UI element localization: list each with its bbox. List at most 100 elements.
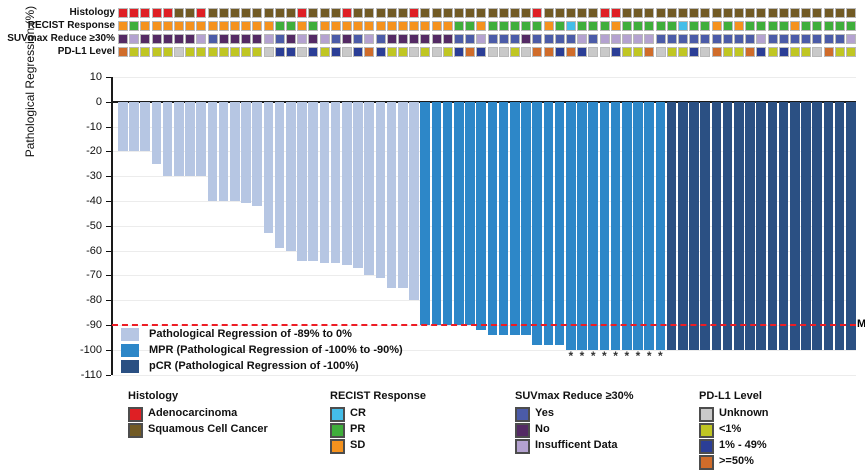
regression-bar <box>823 101 834 350</box>
annotation-cell <box>521 21 532 31</box>
annotation-cell <box>185 21 196 31</box>
regression-bar <box>633 101 643 350</box>
annotation-cell <box>790 21 800 31</box>
annotation-cell <box>118 21 128 31</box>
y-tick-label: -100 <box>79 343 102 356</box>
y-tick-label: -50 <box>86 219 102 232</box>
annotation-cell <box>778 34 789 44</box>
annotation-cell <box>666 8 677 18</box>
regression-bar <box>689 101 699 350</box>
annotation-cell <box>286 21 296 31</box>
regression-bar <box>162 101 173 177</box>
annotation-cell <box>745 21 756 31</box>
annotation-cell <box>734 47 744 57</box>
annotation-track-label: RECIST Response <box>27 20 115 31</box>
annotation-cell <box>521 34 532 44</box>
annotation-cell <box>633 8 644 18</box>
legend-item: >=50% <box>699 454 762 470</box>
annotation-cell <box>151 21 162 31</box>
annotation-cell <box>409 47 420 57</box>
annotation-cell <box>543 21 554 31</box>
mpr-line-label: MPR <box>857 318 865 330</box>
annotation-cell <box>353 47 364 57</box>
annotation-cell <box>330 8 341 18</box>
annotation-cell <box>431 47 442 57</box>
annotation-cell <box>409 8 420 18</box>
legend-group: Histology Adenocarcinoma Squamous Cell Can… <box>128 390 268 438</box>
annotation-cell <box>442 21 453 31</box>
annotation-cell <box>308 47 319 57</box>
annotation-cell <box>330 47 341 57</box>
regression-bar <box>577 101 587 350</box>
annotation-cell <box>174 34 184 44</box>
annotation-cell <box>151 34 162 44</box>
regression-bar <box>207 101 218 201</box>
regression-bar <box>510 101 520 335</box>
legend-group-title: RECIST Response <box>330 390 426 402</box>
annotation-cell <box>588 34 599 44</box>
annotation-cell <box>566 47 576 57</box>
annotation-cell <box>767 34 778 44</box>
legend-label: No <box>535 423 550 435</box>
annotation-cell <box>454 8 464 18</box>
annotation-cell <box>252 21 263 31</box>
annotation-cell <box>790 47 800 57</box>
y-tick-label: -20 <box>86 145 102 158</box>
legend-label: Unknown <box>719 407 769 419</box>
y-tick-mark <box>106 126 111 128</box>
annotation-cell <box>790 8 800 18</box>
legend-label: >=50% <box>719 455 754 467</box>
y-axis-spine <box>111 77 113 375</box>
annotation-cell <box>241 8 252 18</box>
regression-bar <box>353 101 363 268</box>
y-tick-mark <box>106 77 111 78</box>
regression-bar <box>409 101 419 301</box>
annotation-cell <box>398 8 408 18</box>
y-tick-mark <box>106 225 111 227</box>
legend-item: Adenocarcinoma <box>128 406 237 422</box>
annotation-cell <box>297 47 308 57</box>
annotation-track-label: SUVmax Reduce ≥30% <box>7 33 115 44</box>
annotation-cell <box>465 8 476 18</box>
annotation-cell <box>263 21 274 31</box>
y-tick-label: -110 <box>80 368 102 381</box>
regression-bar <box>241 101 251 204</box>
annotation-cell <box>342 8 352 18</box>
regression-bar <box>454 101 464 325</box>
regression-bar <box>801 101 811 350</box>
regression-bar <box>722 101 733 350</box>
y-tick-label: -10 <box>86 120 102 133</box>
annotation-cell <box>140 8 151 18</box>
annotation-cell <box>218 8 229 18</box>
annotation-cell <box>241 21 252 31</box>
regression-bar <box>588 101 598 350</box>
legend-swatch <box>121 344 139 357</box>
legend-swatch <box>515 439 530 454</box>
annotation-cell <box>498 47 509 57</box>
annotation-cell <box>263 34 274 44</box>
regression-bar <box>521 101 531 335</box>
legend-swatch <box>121 360 139 373</box>
y-tick-mark <box>106 374 111 376</box>
annotation-cell <box>812 21 823 31</box>
annotation-cell <box>162 21 173 31</box>
annotation-cell <box>689 8 700 18</box>
legend-item: <1% <box>699 422 762 438</box>
annotation-cell <box>622 21 632 31</box>
annotation-cell <box>398 34 408 44</box>
annotation-cell <box>823 47 834 57</box>
annotation-cell <box>196 8 207 18</box>
legend-item: SD <box>330 438 426 454</box>
annotation-cell <box>174 21 184 31</box>
annotation-cell <box>678 34 688 44</box>
annotation-cell <box>812 47 823 57</box>
regression-bar <box>118 101 128 152</box>
annotation-cell <box>342 34 352 44</box>
y-tick-label: -70 <box>86 269 102 282</box>
y-tick-label: 10 <box>89 71 102 83</box>
annotation-cell <box>465 21 476 31</box>
annotation-cell <box>666 21 677 31</box>
annotation-cell <box>207 8 218 18</box>
regression-bar <box>196 101 206 177</box>
